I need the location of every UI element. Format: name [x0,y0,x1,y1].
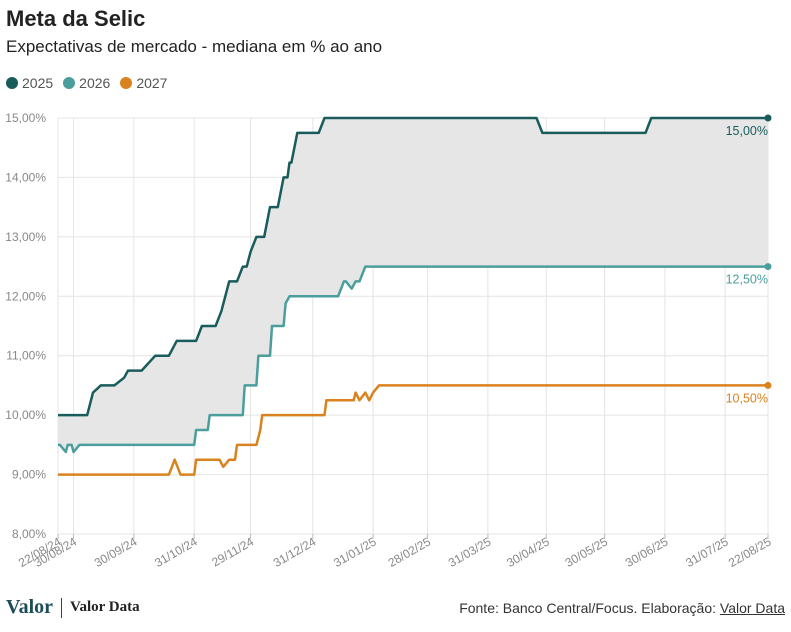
x-tick-label: 31/01/25 [331,534,379,570]
valor-data-brand: Valor Data [70,599,140,615]
y-tick-label: 11,00% [6,349,46,363]
valor-logo[interactable]: Valor [6,596,54,618]
legend-item-2026[interactable]: 2026 [63,75,110,91]
end-labels: 15,00% 12,50% 10,50% [726,124,768,405]
x-tick-label: 28/02/25 [386,534,434,570]
series-line-2027[interactable] [58,384,768,476]
y-tick-label: 12,00% [5,289,46,303]
x-tick-label: 30/06/25 [623,534,671,570]
x-tick-label: 29/11/24 [209,534,256,569]
x-tick-label: 30/05/25 [563,534,611,570]
source-text: Fonte: Banco Central/Focus. Elaboração: [459,600,720,616]
end-label-2027: 10,50% [726,391,768,405]
chart-title: Meta da Selic [6,6,146,31]
series-line-2025[interactable] [58,116,768,417]
logo-divider [61,597,63,618]
legend-dot-2026-icon [63,77,76,89]
band-2025-2026 [58,118,768,452]
series [58,114,772,476]
series-line-2026[interactable] [58,265,768,454]
end-point-2026[interactable] [764,263,772,271]
x-tick-label: 31/12/24 [271,534,319,570]
end-point-2027[interactable] [764,381,772,389]
y-tick-label: 8,00% [12,527,46,541]
end-label-2025: 15,00% [726,124,768,138]
legend-item-2025[interactable]: 2025 [6,75,53,91]
y-tick-label: 13,00% [5,230,46,244]
chart-subtitle: Expectativas de mercado - mediana em % a… [6,37,383,56]
source-note: Fonte: Banco Central/Focus. Elaboração: … [459,600,785,616]
legend-label-2025: 2025 [22,75,54,91]
legend: 2025 2026 2027 [6,75,167,91]
y-tick-label: 15,00% [5,111,46,125]
x-tick-label: 22/08/25 [726,534,774,570]
y-tick-label: 14,00% [5,170,46,184]
legend-dot-2027-icon [120,77,133,89]
end-point-2025[interactable] [764,114,772,122]
y-tick-label: 9,00% [12,468,46,482]
x-tick-label: 31/07/25 [683,534,731,570]
footer-logo: Valor Valor Data [6,596,140,619]
band-area [58,118,768,452]
legend-dot-2025-icon [6,77,18,89]
x-tick-label: 31/10/24 [152,534,200,570]
source-link[interactable]: Valor Data [719,600,785,616]
x-tick-label: 30/09/24 [92,534,140,570]
x-tick-label: 31/03/25 [446,534,494,570]
legend-item-2027[interactable]: 2027 [120,75,167,91]
y-tick-label: 10,00% [5,408,46,422]
legend-label-2027: 2027 [136,75,168,91]
legend-label-2026: 2026 [79,75,111,91]
x-tick-label: 30/04/25 [504,534,552,570]
end-label-2026: 12,50% [726,273,768,287]
